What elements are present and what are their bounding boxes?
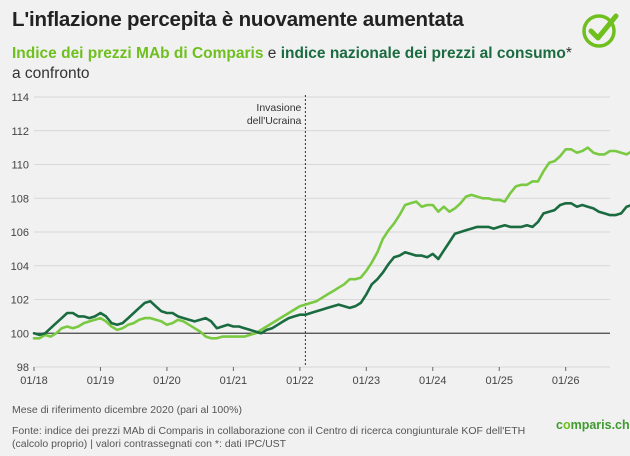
- annotation-label-line1: Invasione: [256, 102, 301, 114]
- chart-subtitle: Indice dei prezzi MAb di Comparis e indi…: [12, 44, 582, 84]
- reference-note: Mese di riferimento dicembre 2020 (pari …: [12, 404, 242, 416]
- series-line-mab: [32, 146, 630, 340]
- subtitle-mab-index: Indice dei prezzi MAb di Comparis: [12, 45, 264, 62]
- x-tick-label: 01/20: [153, 375, 181, 386]
- y-tick-label: 100: [11, 328, 29, 340]
- brand-text-end: mparis.ch: [570, 418, 630, 432]
- series-line-ipc: [32, 202, 630, 337]
- x-tick-label: 01/22: [286, 375, 314, 386]
- x-tick-label: 01/25: [485, 375, 513, 386]
- x-tick-label: 01/26: [552, 375, 580, 386]
- subtitle-conjunction: e: [263, 45, 281, 62]
- subtitle-ipc-index: indice nazionale dei prezzi al consumo: [280, 45, 566, 62]
- line-chart: 98 100 102 104 106 108 110 112 114 01/18 01/19 01/2…: [0, 86, 630, 387]
- y-tick-label: 98: [17, 362, 29, 374]
- source-note: Fonte: indice dei prezzi MAb di Comparis…: [12, 425, 526, 450]
- page-title: L'inflazione percepita è nuovamente aume…: [12, 8, 464, 31]
- checkmark-circle-icon: [580, 10, 620, 50]
- x-tick-label: 01/21: [220, 375, 248, 386]
- brand-text-o: o: [562, 418, 571, 432]
- annotation-label-line2: dell'Ucraina: [247, 115, 302, 127]
- x-tick-label: 01/19: [87, 375, 115, 386]
- subtitle-suffix: * a confronto: [12, 45, 572, 82]
- x-tick-label: 01/23: [353, 375, 381, 386]
- x-tick-label: 01/18: [20, 375, 48, 386]
- y-tick-label: 112: [11, 126, 29, 138]
- y-tick-label: 110: [11, 160, 29, 172]
- y-tick-label: 114: [11, 92, 29, 104]
- y-tick-label: 104: [11, 261, 29, 273]
- brand-logo[interactable]: comparis.ch: [556, 418, 630, 432]
- brand-text-start: c: [556, 418, 563, 432]
- y-tick-label: 108: [11, 193, 29, 205]
- x-tick-label: 01/24: [419, 375, 447, 386]
- y-tick-label: 106: [11, 227, 29, 239]
- y-tick-label: 102: [11, 295, 29, 307]
